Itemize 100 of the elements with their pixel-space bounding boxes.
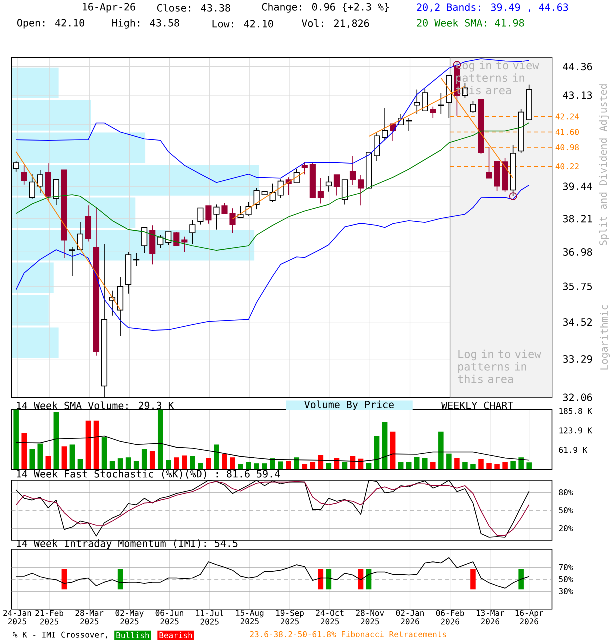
candlestick — [406, 118, 412, 132]
y-tick-label: 36.98 — [563, 248, 592, 256]
line-series — [16, 436, 530, 462]
bar — [270, 458, 276, 470]
candlestick — [438, 92, 444, 115]
bar — [54, 412, 59, 470]
candlestick — [189, 220, 196, 245]
bar — [302, 464, 308, 470]
candlestick — [270, 183, 276, 203]
bar — [286, 461, 292, 470]
text: Change: 0.96 {+2.3 %} — [262, 3, 389, 13]
y-tick-label: 34.52 — [563, 318, 592, 326]
candlestick — [238, 206, 244, 218]
bar — [406, 462, 412, 470]
y-tick-label: 33.29 — [563, 355, 592, 364]
y-axis-title: Split and Dividend Adjusted — [599, 84, 609, 246]
candlestick — [205, 206, 212, 224]
bar — [230, 458, 236, 470]
y-tick-label: 43.13 — [563, 92, 592, 100]
text: 20,2 Bands: 39.49 , 44.63 — [417, 3, 568, 12]
bar — [12, 68, 59, 98]
bar — [430, 462, 436, 470]
candlestick — [430, 106, 436, 119]
bar — [238, 464, 244, 470]
text: Close: 43.38 — [157, 4, 230, 12]
bar — [222, 454, 228, 470]
text: Vol: 21,826 — [302, 19, 370, 28]
candlestick — [53, 179, 60, 206]
candlestick — [382, 108, 388, 141]
bar — [62, 446, 67, 470]
bar — [502, 462, 508, 470]
line-series — [16, 184, 530, 331]
candlestick — [358, 174, 364, 206]
bar — [22, 433, 27, 470]
annotation: Log in to view patterns in this area — [458, 350, 542, 384]
candlestick — [342, 180, 348, 206]
candlestick — [302, 162, 308, 175]
bar — [470, 464, 476, 470]
bar — [158, 410, 164, 470]
bar — [198, 463, 204, 470]
candlestick — [278, 179, 284, 198]
candlestick — [133, 252, 140, 267]
candlestick — [422, 88, 428, 112]
text: WEEKLY CHART — [441, 402, 514, 410]
bar — [94, 420, 99, 470]
chart-title: 14 Week SMA Volume: 29.3 K — [16, 402, 174, 410]
bar — [462, 462, 468, 470]
bar — [38, 444, 43, 470]
candlestick — [157, 234, 164, 249]
candlestick — [214, 204, 220, 230]
bar — [518, 458, 524, 470]
bar — [206, 458, 212, 470]
bar — [166, 460, 172, 470]
bar — [510, 461, 516, 470]
bar — [246, 462, 252, 470]
bar — [486, 463, 492, 470]
bar — [390, 432, 396, 470]
candlestick — [197, 208, 204, 226]
y-tick-label: 38.21 — [563, 215, 592, 223]
bar — [118, 458, 123, 470]
candlestick — [334, 174, 340, 196]
y-tick-label: 35.75 — [563, 282, 592, 290]
y-tick-label: 32.06 — [563, 394, 592, 402]
candlestick — [85, 205, 92, 242]
bar — [438, 432, 444, 470]
text: 16-Apr-26 — [82, 3, 136, 13]
candlestick — [254, 188, 260, 210]
candlestick — [294, 168, 300, 184]
candlestick — [318, 178, 324, 204]
bar — [190, 456, 196, 470]
bar — [174, 458, 180, 470]
candlestick — [37, 170, 44, 194]
bar — [142, 449, 148, 470]
annotation: Volume By Price — [304, 400, 394, 410]
chart-title: 14 Week Intraday Momentum (IMI): 54.5 — [16, 540, 238, 550]
candlestick — [69, 247, 76, 277]
bar — [374, 436, 380, 470]
candlestick — [117, 276, 124, 337]
bar — [12, 100, 91, 131]
bar — [446, 454, 452, 470]
bar — [102, 438, 107, 470]
candlestick — [149, 225, 156, 266]
bar — [86, 420, 91, 470]
bar — [414, 456, 420, 470]
bar — [150, 451, 156, 470]
candlestick — [350, 156, 356, 186]
candlestick — [374, 132, 380, 162]
bar — [326, 463, 332, 470]
line-series — [16, 557, 530, 589]
bar — [126, 458, 132, 470]
candlestick — [45, 163, 52, 202]
candlestick — [246, 202, 252, 216]
candlestick — [470, 100, 476, 114]
candlestick — [165, 231, 172, 246]
chart-title: 14 Week Fast Stochastic (%K)(%D) : 81.6 59.4 — [16, 470, 280, 479]
line-series — [16, 122, 530, 251]
text: Open: 42.10 — [17, 19, 84, 29]
text: Low: 42.10 — [212, 20, 274, 28]
bar — [342, 462, 348, 470]
bar — [30, 449, 35, 470]
